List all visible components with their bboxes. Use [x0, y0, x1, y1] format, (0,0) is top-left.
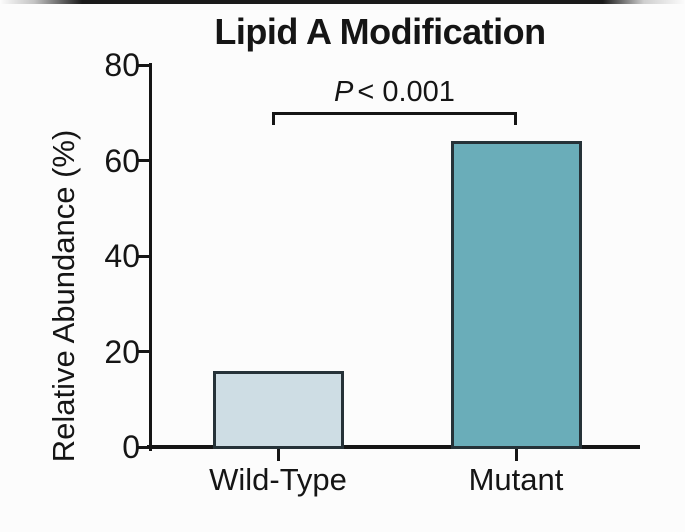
y-tick-mark-20 — [136, 350, 150, 353]
y-tick-label-60: 60 — [104, 142, 140, 179]
y-axis-line — [149, 63, 152, 451]
y-tick-label-40: 40 — [104, 238, 140, 274]
chart-title: Lipid A Modification — [214, 11, 546, 52]
p-symbol: P — [334, 76, 354, 108]
x-axis-line — [147, 445, 640, 449]
x-tick-mark-2 — [514, 449, 518, 461]
significance-bracket — [272, 112, 517, 125]
category-label-wild-type: Wild-Type — [209, 462, 347, 497]
y-axis-label: Relative Abundance (%) — [46, 129, 81, 463]
y-tick-mark-40 — [136, 254, 150, 258]
y-tick-mark-80 — [136, 63, 150, 67]
x-tick-mark-1 — [276, 449, 280, 461]
y-tick-label-0: 0 — [122, 429, 140, 465]
bar-wild-type — [212, 370, 344, 449]
y-tick-label-80: 80 — [104, 47, 140, 83]
y-tick-label-20: 20 — [104, 333, 140, 370]
bar-mutant — [450, 141, 582, 449]
category-label-mutant: Mutant — [468, 462, 564, 497]
top-artifact-strip — [0, 0, 685, 4]
y-tick-mark-0 — [136, 445, 150, 449]
p-comparison-value: < 0.001 — [357, 76, 455, 108]
p-value-annotation: P < 0.001 — [272, 76, 517, 109]
y-tick-mark-60 — [136, 159, 150, 162]
